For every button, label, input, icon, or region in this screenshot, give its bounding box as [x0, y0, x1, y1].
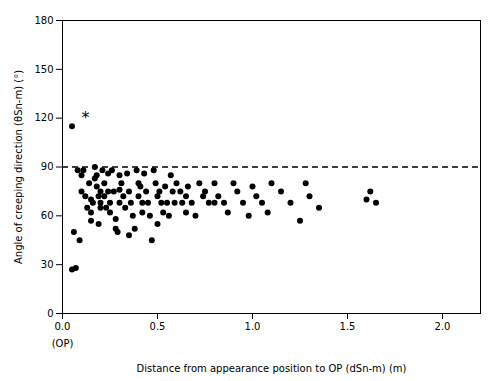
svg-text:30: 30 [41, 259, 54, 270]
svg-text:180: 180 [34, 15, 53, 26]
svg-text:0: 0 [47, 308, 53, 319]
svg-text:Angle of creeping direction (θ: Angle of creeping direction (θSn-m) (°) [13, 70, 24, 264]
svg-text:1.0: 1.0 [245, 321, 261, 332]
svg-text:120: 120 [34, 112, 53, 123]
svg-text:*: * [82, 108, 90, 127]
svg-text:0.0: 0.0 [55, 321, 71, 332]
svg-text:150: 150 [34, 64, 53, 75]
svg-text:(OP): (OP) [52, 338, 74, 349]
svg-text:1.5: 1.5 [340, 321, 356, 332]
svg-text:2.0: 2.0 [435, 321, 451, 332]
svg-text:0.5: 0.5 [150, 321, 166, 332]
svg-text:Distance from appearance posit: Distance from appearance position to OP … [137, 363, 407, 374]
svg-text:60: 60 [41, 210, 54, 221]
svg-text:90: 90 [41, 161, 54, 172]
